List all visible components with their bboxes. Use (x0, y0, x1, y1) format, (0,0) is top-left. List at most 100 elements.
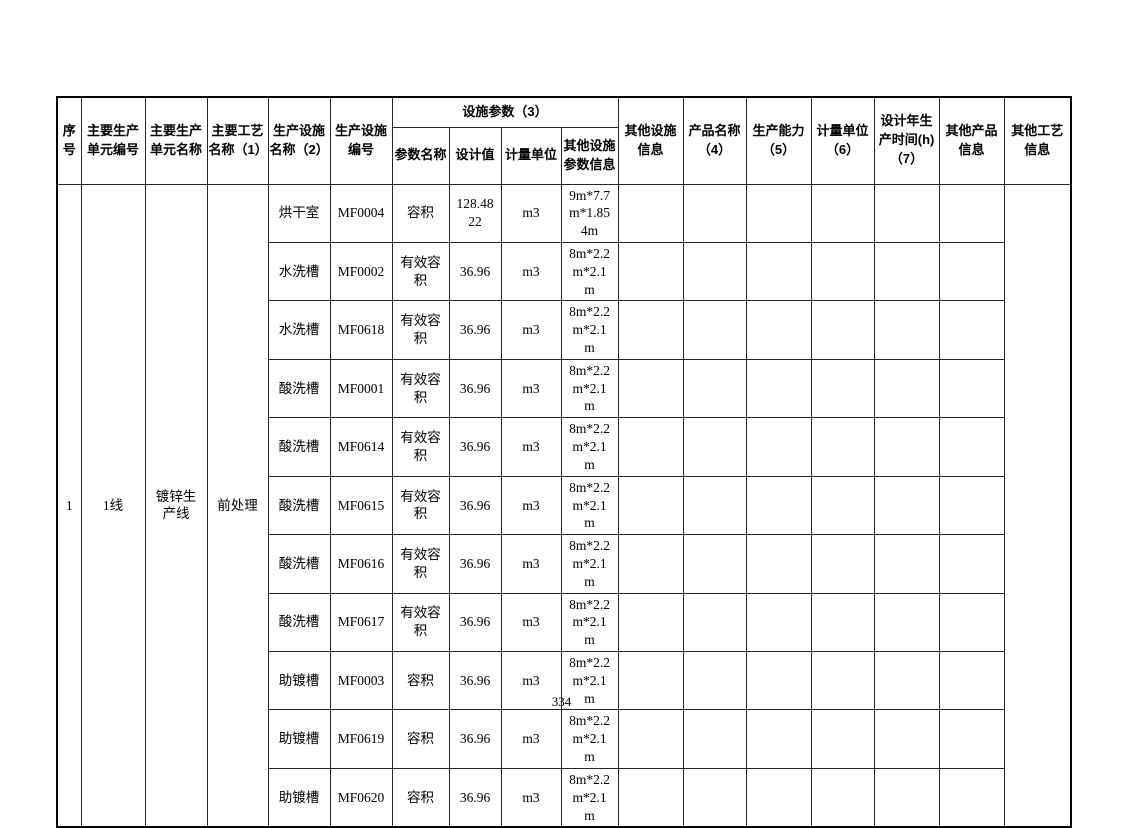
header-unit: 计量单位 (500, 126, 562, 185)
facility-name-cell: 助镀槽 (267, 767, 331, 828)
header-process-name: 主要工艺名称（1） (206, 96, 269, 185)
header-other-facility-info: 其他设施信息 (617, 96, 684, 185)
document-page: { "page": { "number": "334", "background… (56, 96, 1073, 828)
other-param-cell: 8m*2.2m*2.1m (560, 709, 619, 769)
other-param-cell: 8m*2.2m*2.1m (560, 650, 619, 711)
other-facility-info-cell (617, 475, 684, 536)
other-product-info-cell (938, 592, 1005, 653)
other-process-info-cell (1003, 183, 1072, 828)
header-row-top: 序号 主要生产单元编号 主要生产单元名称 主要工艺名称（1） 生产设施名称（2）… (56, 96, 1072, 185)
design-value-cell: 36.96 (448, 534, 502, 594)
other-product-info-cell (938, 650, 1005, 711)
facility-no-cell: MF0618 (329, 300, 393, 360)
unit6-cell (810, 183, 875, 243)
product-name-cell (682, 475, 747, 536)
unit-cell: m3 (500, 592, 562, 653)
header-unit-no: 主要生产单元编号 (80, 96, 146, 185)
table-row: 水洗槽 MF0002 有效容积 36.96 m3 8m*2.2m*2.1m (57, 241, 1071, 302)
design-value-cell: 36.96 (448, 358, 502, 419)
design-hours-cell (873, 475, 940, 536)
param-name-cell: 有效容积 (391, 358, 450, 419)
product-name-cell (682, 767, 747, 828)
design-hours-cell (873, 183, 940, 243)
unit6-cell (810, 417, 875, 477)
header-other-process-info: 其他工艺信息 (1003, 96, 1072, 185)
facility-no-cell: MF0004 (329, 183, 393, 243)
table-row: 助镀槽 MF0003 容积 36.96 m3 8m*2.2m*2.1m (57, 650, 1071, 711)
seq-cell: 1 (56, 183, 82, 828)
unit-cell: m3 (500, 417, 562, 477)
table-row: 酸洗槽 MF0616 有效容积 36.96 m3 8m*2.2m*2.1m (57, 534, 1071, 594)
header-other-param-info: 其他设施参数信息 (560, 126, 619, 185)
unit-name-cell: 镀锌生产线 (144, 183, 208, 828)
capacity-cell (745, 358, 812, 419)
capacity-cell (745, 709, 812, 769)
other-product-info-cell (938, 417, 1005, 477)
facility-name-cell: 助镀槽 (267, 709, 331, 769)
param-name-cell: 有效容积 (391, 417, 450, 477)
other-facility-info-cell (617, 650, 684, 711)
design-hours-cell (873, 241, 940, 302)
other-product-info-cell (938, 534, 1005, 594)
param-name-cell: 有效容积 (391, 241, 450, 302)
product-name-cell (682, 241, 747, 302)
param-name-cell: 有效容积 (391, 300, 450, 360)
design-hours-cell (873, 358, 940, 419)
product-name-cell (682, 650, 747, 711)
header-capacity: 生产能力（5） (745, 96, 812, 185)
capacity-cell (745, 475, 812, 536)
unit-cell: m3 (500, 183, 562, 243)
param-name-cell: 容积 (391, 767, 450, 828)
param-name-cell: 有效容积 (391, 475, 450, 536)
other-facility-info-cell (617, 183, 684, 243)
capacity-cell (745, 592, 812, 653)
unit-cell: m3 (500, 767, 562, 828)
capacity-cell (745, 534, 812, 594)
unit6-cell (810, 475, 875, 536)
other-facility-info-cell (617, 709, 684, 769)
other-product-info-cell (938, 358, 1005, 419)
unit-cell: m3 (500, 534, 562, 594)
design-value-cell: 36.96 (448, 241, 502, 302)
other-product-info-cell (938, 300, 1005, 360)
other-product-info-cell (938, 183, 1005, 243)
design-value-cell: 128.4822 (448, 183, 502, 243)
design-value-cell: 36.96 (448, 475, 502, 536)
product-name-cell (682, 183, 747, 243)
product-name-cell (682, 709, 747, 769)
product-name-cell (682, 417, 747, 477)
design-value-cell: 36.96 (448, 592, 502, 653)
other-facility-info-cell (617, 767, 684, 828)
other-facility-info-cell (617, 300, 684, 360)
param-name-cell: 有效容积 (391, 592, 450, 653)
facility-no-cell: MF0002 (329, 241, 393, 302)
table-header: 序号 主要生产单元编号 主要生产单元名称 主要工艺名称（1） 生产设施名称（2）… (56, 96, 1072, 185)
design-hours-cell (873, 534, 940, 594)
other-facility-info-cell (617, 534, 684, 594)
capacity-cell (745, 417, 812, 477)
unit6-cell (810, 592, 875, 653)
capacity-cell (745, 767, 812, 828)
other-param-cell: 8m*2.2m*2.1m (560, 358, 619, 419)
other-param-cell: 8m*2.2m*2.1m (560, 767, 619, 828)
unit6-cell (810, 241, 875, 302)
param-name-cell: 容积 (391, 650, 450, 711)
unit-cell: m3 (500, 241, 562, 302)
other-facility-info-cell (617, 358, 684, 419)
other-param-cell: 8m*2.2m*2.1m (560, 300, 619, 360)
facility-name-cell: 酸洗槽 (267, 592, 331, 653)
header-seq: 序号 (56, 96, 82, 185)
design-hours-cell (873, 767, 940, 828)
unit6-cell (810, 709, 875, 769)
unit-cell: m3 (500, 300, 562, 360)
header-facility-name: 生产设施名称（2） (267, 96, 331, 185)
capacity-cell (745, 300, 812, 360)
facility-no-cell: MF0614 (329, 417, 393, 477)
design-hours-cell (873, 709, 940, 769)
unit-cell: m3 (500, 475, 562, 536)
other-param-cell: 9m*7.7m*1.854m (560, 183, 619, 243)
other-facility-info-cell (617, 592, 684, 653)
table-row: 酸洗槽 MF0617 有效容积 36.96 m3 8m*2.2m*2.1m (57, 592, 1071, 653)
other-product-info-cell (938, 709, 1005, 769)
facility-name-cell: 酸洗槽 (267, 358, 331, 419)
